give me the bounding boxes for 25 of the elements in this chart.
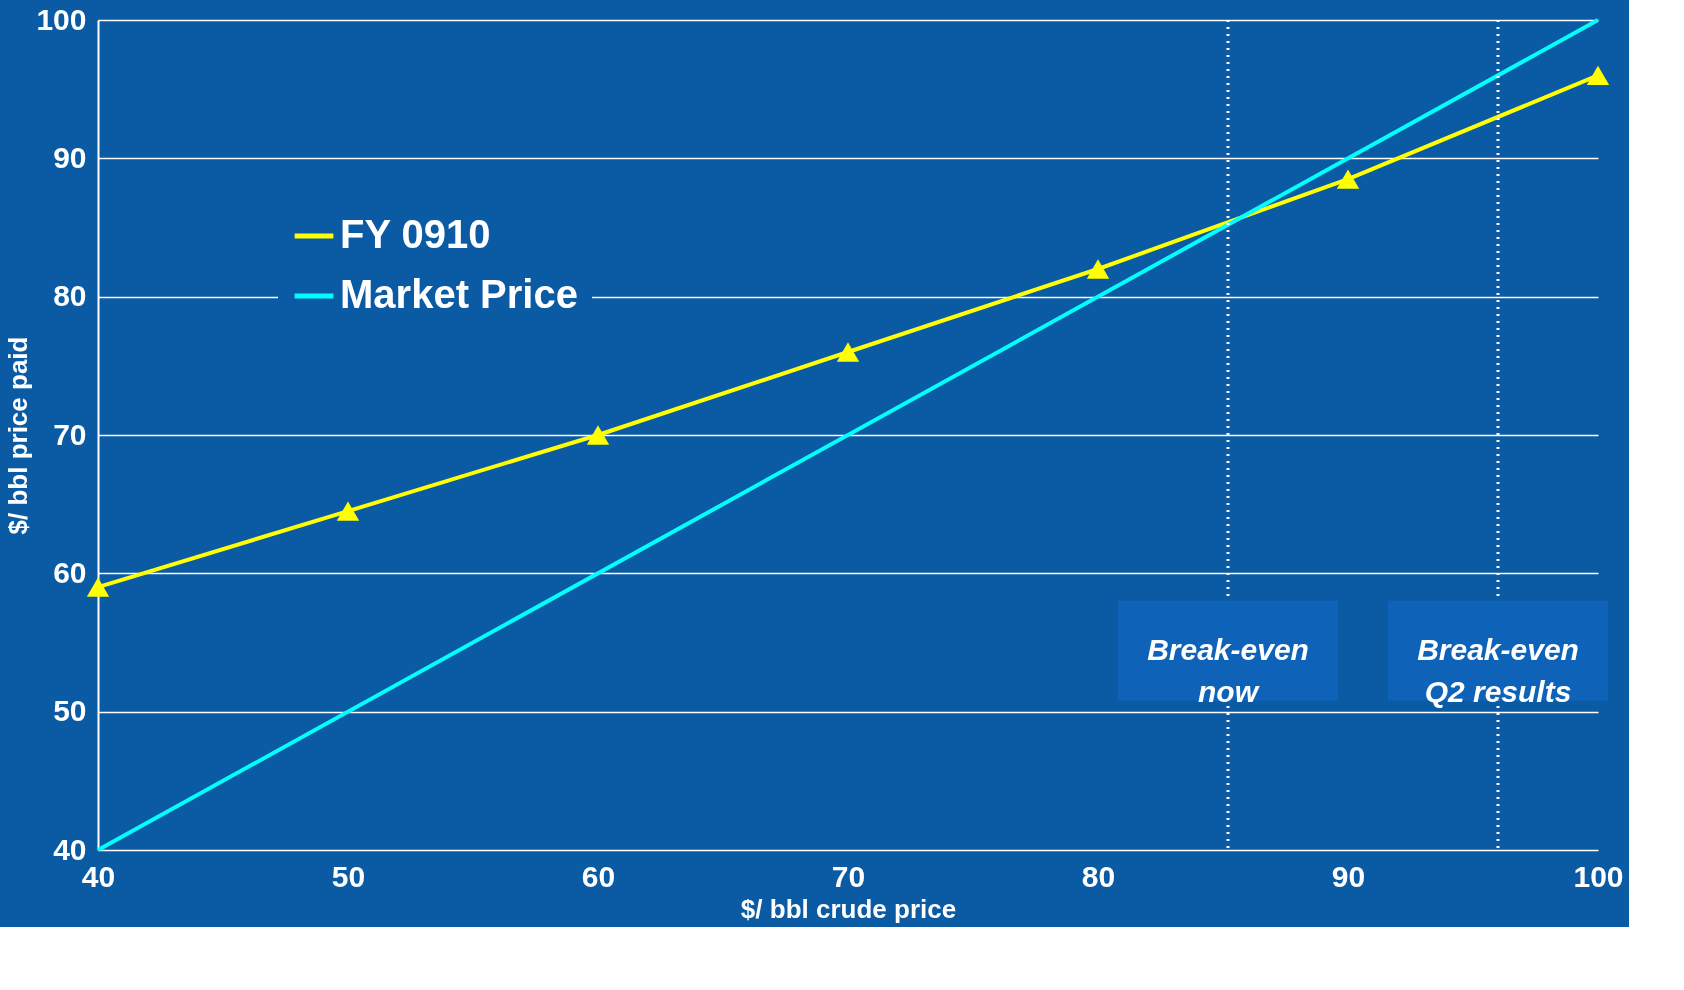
- y-tick-label: 60: [53, 555, 87, 589]
- x-tick-label: 90: [1331, 859, 1366, 893]
- x-tick-label: 100: [1573, 859, 1624, 893]
- x-tick-label: 70: [831, 859, 866, 893]
- x-tick-label: 60: [581, 859, 616, 893]
- x-axis-title: $/ bbl crude price: [740, 893, 957, 924]
- point: [336, 501, 360, 521]
- point: [1336, 169, 1360, 189]
- point: [1586, 65, 1610, 86]
- y-tick-label: 70: [53, 417, 87, 451]
- x-tick-label: 80: [1081, 859, 1116, 893]
- point: [86, 577, 110, 597]
- point: [586, 425, 610, 445]
- x-tick-label: 50: [331, 859, 366, 893]
- y-axis-title: $/ bbl price paid: [3, 336, 34, 535]
- legend-label: FY 0910: [340, 212, 491, 256]
- ref-line-label: Break-even Q2 results: [1417, 632, 1579, 708]
- point: [1086, 259, 1110, 279]
- y-tick-label: 90: [53, 140, 87, 174]
- point: [836, 342, 860, 362]
- y-tick-label: 80: [53, 279, 87, 313]
- y-tick-label: 100: [36, 2, 87, 36]
- legend-label: Market Price: [340, 272, 578, 316]
- ref-line-label: Break-even now: [1147, 632, 1309, 708]
- y-tick-label: 50: [53, 694, 87, 728]
